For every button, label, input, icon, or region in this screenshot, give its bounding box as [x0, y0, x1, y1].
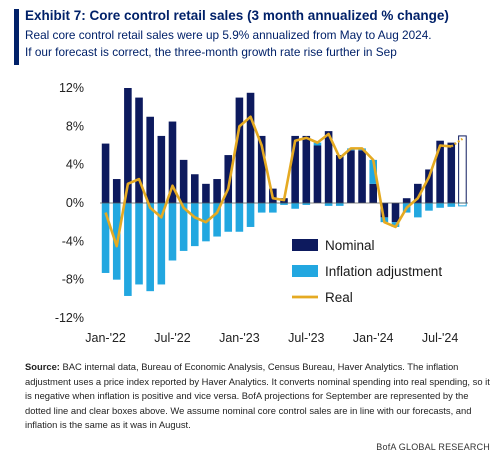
inflation-bar	[369, 159, 378, 184]
inflation-bar	[168, 203, 177, 261]
nominal-bar	[324, 131, 333, 203]
nominal-bar	[146, 116, 154, 203]
inflation-bar	[324, 203, 333, 206]
inflation-bar	[313, 142, 322, 146]
inflation-bar	[280, 203, 288, 205]
source-text: BAC internal data, Bureau of Economic An…	[25, 361, 490, 430]
nominal-bar	[190, 174, 199, 203]
legend-swatch	[292, 239, 318, 251]
nominal-bar	[101, 143, 110, 203]
nominal-bar	[202, 183, 210, 203]
inflation-bar	[291, 203, 299, 209]
inflation-bar	[414, 203, 422, 218]
nominal-bar	[168, 121, 177, 203]
nominal-bar	[458, 135, 467, 204]
y-axis: 12% 8% 4% 0% -4% -8% -12%	[55, 81, 84, 325]
x-tick-label: Jul-'22	[154, 331, 190, 345]
nominal-bar	[179, 159, 188, 203]
inflation-bar	[190, 203, 199, 247]
nominal-bar	[347, 150, 355, 203]
source-label: Source:	[25, 361, 60, 372]
inflation-bar	[213, 203, 221, 237]
inflation-bar	[146, 203, 154, 292]
nominal-bar	[402, 198, 411, 203]
chart-subtitle: Real core control retail sales were up 5…	[25, 27, 495, 61]
x-tick-label: Jan-'23	[219, 331, 260, 345]
inflation-bar	[302, 203, 311, 205]
legend-swatch	[292, 265, 318, 277]
nominal-bar	[157, 135, 166, 203]
inflation-bar	[335, 203, 344, 206]
inflation-bar	[447, 203, 456, 207]
legend-label: Real	[325, 290, 353, 305]
y-tick-label: 0%	[66, 196, 84, 210]
chart-title: Exhibit 7: Core control retail sales (3 …	[25, 8, 449, 23]
inflation-bar	[257, 203, 266, 213]
inflation-bar	[458, 202, 467, 207]
inflation-bar	[425, 203, 433, 211]
inflation-bar	[179, 203, 188, 251]
nominal-bar	[302, 135, 311, 203]
nominal-bar	[425, 169, 433, 203]
inflation-bar	[101, 203, 110, 273]
x-tick-label: Jan-'22	[85, 331, 126, 345]
nominal-bar	[112, 179, 121, 203]
inflation-bar	[224, 203, 233, 232]
y-tick-label: 12%	[59, 81, 84, 95]
nominal-bar	[246, 92, 255, 203]
inflation-bar	[124, 203, 132, 296]
y-tick-label: -4%	[62, 234, 84, 248]
title-accent-bar	[14, 9, 19, 65]
real-line	[104, 115, 452, 248]
source-note: Source: BAC internal data, Bureau of Eco…	[25, 360, 495, 433]
subtitle-line-2: If our forecast is correct, the three-mo…	[25, 45, 397, 59]
legend-label: Nominal	[325, 238, 375, 253]
x-tick-label: Jul-'23	[288, 331, 324, 345]
nominal-bar	[380, 203, 389, 218]
inflation-bar	[436, 203, 444, 208]
retail-sales-chart: 12%8%4%0%-4%-8%-12% Jan-'22 Jul-'22 Jan-'2…	[55, 81, 468, 345]
y-tick-label: -8%	[62, 273, 84, 287]
y-tick-label: 4%	[66, 158, 84, 172]
y-tick-label: -12%	[55, 311, 84, 325]
x-tick-label: Jul-'24	[422, 331, 458, 345]
nominal-bar	[235, 97, 244, 203]
x-tick-label: Jan-'24	[353, 331, 394, 345]
legend-label: Inflation adjustment	[325, 264, 442, 279]
nominal-bar	[135, 97, 143, 203]
real-line-layer	[104, 115, 464, 248]
nominal-bar	[436, 140, 444, 203]
inflation-bar	[157, 203, 166, 285]
nominal-bar	[224, 155, 233, 203]
nominal-bar	[369, 183, 378, 203]
legend: Nominal Inflation adjustment Real	[292, 238, 442, 305]
nominal-bar	[313, 145, 322, 203]
inflation-bar	[135, 203, 143, 285]
x-axis: Jan-'22 Jul-'22 Jan-'23 Jul-'23 Jan-'24 Jul-'…	[85, 331, 458, 345]
nominal-bar	[391, 203, 400, 223]
subtitle-line-1: Real core control retail sales were up 5…	[25, 28, 432, 42]
nominal-bar	[257, 135, 266, 203]
y-tick-label: 8%	[66, 119, 84, 133]
nominal-bar	[291, 135, 299, 203]
nominal-bar	[358, 150, 366, 203]
inflation-bar	[246, 203, 255, 227]
nominal-bar	[447, 142, 456, 203]
nominal-bar	[335, 155, 344, 203]
inflation-bar	[269, 203, 277, 213]
brand-label: BofA GLOBAL RESEARCH	[376, 442, 490, 452]
nominal-bar	[213, 179, 221, 203]
inflation-bar	[235, 203, 244, 232]
nominal-bar	[414, 183, 422, 203]
nominal-bar	[124, 88, 132, 203]
